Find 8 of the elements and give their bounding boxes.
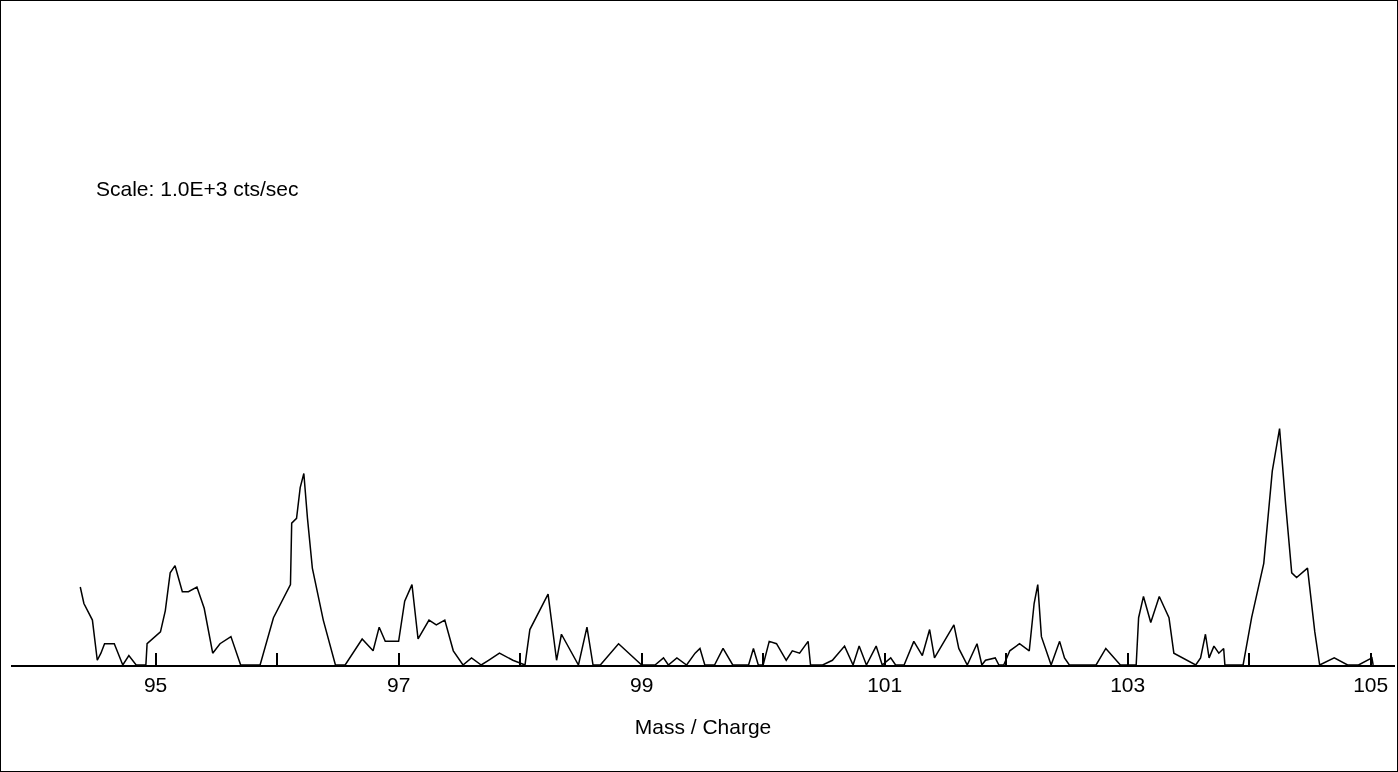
x-tick-label: 97	[386, 672, 411, 696]
x-tick-label: 105	[1353, 672, 1389, 696]
x-tick-label: 103	[1110, 672, 1146, 696]
text: Scale: 1.0E+3 cts/sec	[96, 177, 299, 200]
x-tick-label: 99	[629, 672, 654, 696]
x-tick-label: 101	[867, 672, 903, 696]
x-axis-title: Mass / Charge	[634, 714, 772, 738]
x-tick-label: 95	[143, 672, 168, 696]
